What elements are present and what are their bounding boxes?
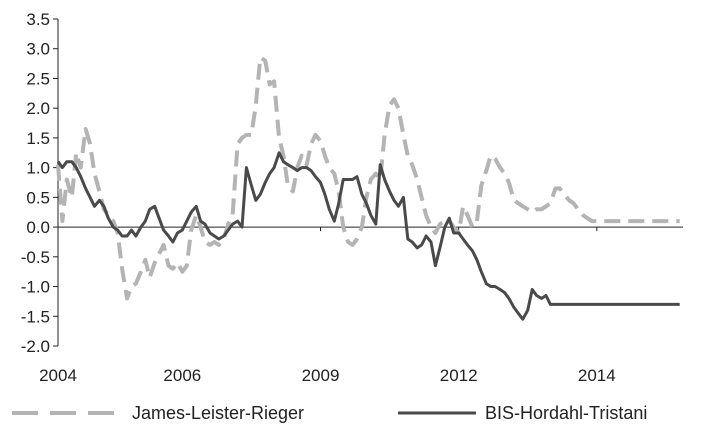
y-tick-label: -1.5 [21,307,50,326]
y-tick-label: 1.5 [26,129,50,148]
legend-label: James-Leister-Rieger [132,403,304,423]
y-tick-label: 3.5 [26,10,50,29]
y-tick-label: -1.0 [21,278,50,297]
y-tick-label: -2.0 [21,337,50,356]
x-axis: 2004 2006 2009 2012 2014 [39,226,683,385]
series-line-bis-hordahl-tristani [56,151,680,321]
y-tick-label: 2.0 [26,99,50,118]
y-tick-label: 0.0 [26,218,50,237]
series-line-james-leister-rieger [56,55,680,301]
legend-label: BIS-Hordahl-Tristani [485,403,647,423]
x-tick-label: 2006 [163,366,201,385]
x-tick-label: 2014 [578,366,616,385]
y-axis: 3.5 3.0 2.5 2.0 1.5 1.0 0.5 0.0 -0.5 -1.0 -1.5 -2.0 [21,10,59,356]
y-tick-label: 3.0 [26,40,50,59]
x-tick-label: 2004 [39,366,77,385]
x-tick-label: 2009 [302,366,340,385]
y-tick-label: -0.5 [21,248,50,267]
y-tick-label: 2.5 [26,69,50,88]
series-layer [56,55,680,321]
x-tick-label: 2012 [440,366,478,385]
y-tick-label: 0.5 [26,188,50,207]
legend: James-Leister-Rieger BIS-Hordahl-Tristani [12,403,647,423]
y-tick-label: 1.0 [26,159,50,178]
